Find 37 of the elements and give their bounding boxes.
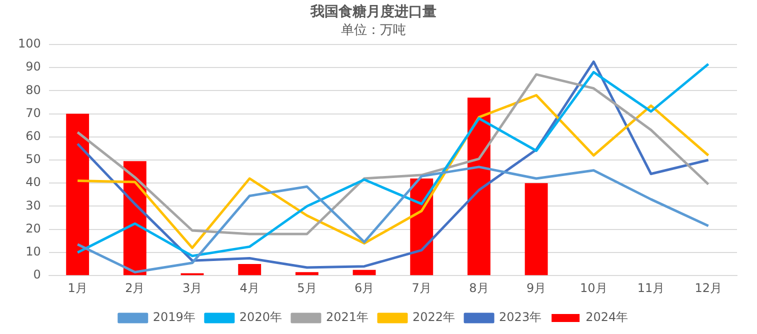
x-tick-label: 3月: [182, 280, 202, 295]
y-tick-label: 40: [26, 175, 41, 190]
x-tick-label: 2月: [125, 280, 145, 295]
legend-label: 2021年: [326, 310, 369, 324]
y-tick-label: 0: [33, 268, 41, 282]
y-tick-label: 10: [26, 244, 41, 259]
y-tick-label: 100: [18, 36, 41, 51]
y-tick-label: 90: [26, 60, 41, 74]
y-tick-label: 70: [26, 106, 41, 120]
legend-label: 2023年: [499, 310, 542, 324]
y-tick-label: 30: [26, 198, 41, 212]
x-tick-label: 11月: [637, 280, 665, 295]
x-tick-label: 4月: [240, 280, 260, 295]
bar: [238, 264, 262, 276]
y-tick-label: 20: [26, 221, 41, 236]
x-tick-label: 5月: [297, 280, 317, 295]
legend-label: 2020年: [239, 310, 282, 324]
chart-title: 我国食糖月度进口量: [310, 3, 436, 20]
y-tick-label: 60: [26, 129, 41, 144]
chart-subtitle: 单位：万吨: [341, 22, 406, 38]
x-tick-label: 10月: [580, 280, 608, 295]
legend-label: 2022年: [412, 310, 456, 324]
x-tick-label: 12月: [694, 280, 722, 295]
bar: [295, 272, 318, 276]
y-tick-label: 50: [26, 152, 41, 166]
bar: [524, 183, 548, 276]
x-tick-label: 6月: [354, 280, 374, 295]
bar: [467, 98, 490, 276]
bar: [66, 114, 90, 276]
y-tick-label: 80: [26, 82, 41, 97]
x-tick-label: 8月: [469, 280, 489, 295]
x-tick-label: 7月: [412, 280, 432, 295]
x-tick-label: 1月: [68, 280, 88, 295]
legend-label: 2024年: [586, 310, 628, 324]
bar: [352, 270, 376, 276]
legend-label: 2019年: [152, 310, 196, 324]
x-tick-label: 9月: [526, 280, 546, 295]
